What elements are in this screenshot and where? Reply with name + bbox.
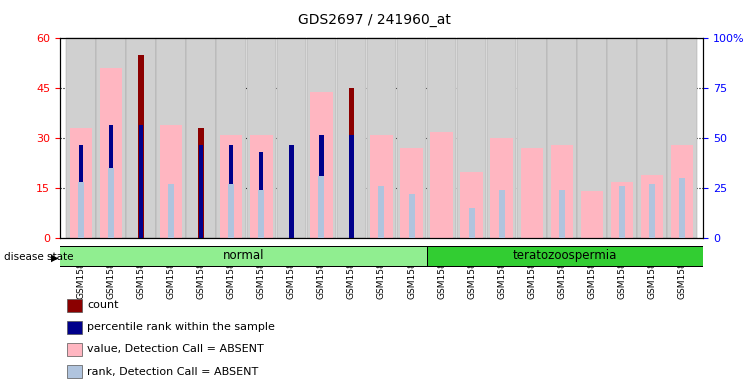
Bar (277, 38, 306, 238)
Bar (487, 38, 516, 238)
Bar (199, 145, 203, 238)
Bar (679, 178, 685, 238)
Bar (67, 299, 82, 312)
Text: rank, Detection Call = ABSENT: rank, Detection Call = ABSENT (88, 366, 259, 377)
Bar (457, 38, 486, 238)
Bar (229, 145, 233, 238)
Bar (610, 182, 634, 238)
Bar (310, 92, 333, 238)
Bar (607, 38, 637, 238)
Bar (250, 135, 272, 238)
Bar (138, 125, 144, 238)
Bar (491, 138, 513, 238)
Bar (641, 175, 663, 238)
Bar (580, 192, 603, 238)
Bar (289, 145, 294, 238)
Bar (67, 343, 82, 356)
Text: percentile rank within the sample: percentile rank within the sample (88, 322, 275, 333)
Bar (370, 135, 393, 238)
Bar (396, 38, 426, 238)
Bar (671, 145, 693, 238)
Bar (289, 145, 293, 238)
Text: value, Detection Call = ABSENT: value, Detection Call = ABSENT (88, 344, 264, 354)
Text: teratozoospermia: teratozoospermia (513, 249, 617, 262)
Text: ▶: ▶ (51, 253, 58, 263)
Bar (430, 132, 453, 238)
Text: count: count (88, 300, 119, 310)
Bar (160, 125, 183, 238)
Bar (319, 135, 324, 238)
Bar (216, 38, 246, 238)
Bar (499, 190, 505, 238)
Bar (319, 176, 325, 238)
Bar (220, 135, 242, 238)
Bar (67, 365, 82, 378)
Bar (408, 194, 414, 238)
Bar (79, 145, 83, 238)
Bar (186, 38, 216, 238)
Bar (259, 152, 263, 238)
Bar (247, 38, 276, 238)
Bar (577, 38, 607, 238)
Bar (521, 148, 543, 238)
Bar (156, 38, 186, 238)
Bar (228, 184, 234, 238)
Bar (349, 88, 354, 238)
Bar (126, 38, 156, 238)
Bar (99, 68, 122, 238)
Bar (108, 125, 113, 238)
Bar (637, 38, 666, 238)
Bar (168, 184, 174, 238)
Bar (367, 38, 396, 238)
Bar (198, 128, 203, 238)
Bar (378, 186, 384, 238)
Bar (469, 208, 475, 238)
Bar (70, 128, 92, 238)
Bar (400, 148, 423, 238)
Bar (67, 321, 82, 334)
Bar (258, 190, 264, 238)
Bar (559, 190, 565, 238)
Bar (649, 184, 655, 238)
Bar (619, 186, 625, 238)
Text: disease state: disease state (4, 252, 73, 262)
Bar (349, 135, 354, 238)
Bar (517, 38, 547, 238)
Bar (551, 145, 573, 238)
Bar (427, 38, 456, 238)
Bar (66, 38, 96, 238)
Bar (337, 38, 367, 238)
Bar (428, 247, 702, 266)
Bar (78, 182, 84, 238)
Bar (61, 247, 427, 266)
Bar (138, 55, 144, 238)
Bar (307, 38, 336, 238)
Text: GDS2697 / 241960_at: GDS2697 / 241960_at (298, 13, 450, 27)
Text: normal: normal (223, 249, 264, 262)
Bar (460, 172, 483, 238)
Bar (96, 38, 126, 238)
Bar (547, 38, 577, 238)
Bar (108, 168, 114, 238)
Bar (667, 38, 697, 238)
